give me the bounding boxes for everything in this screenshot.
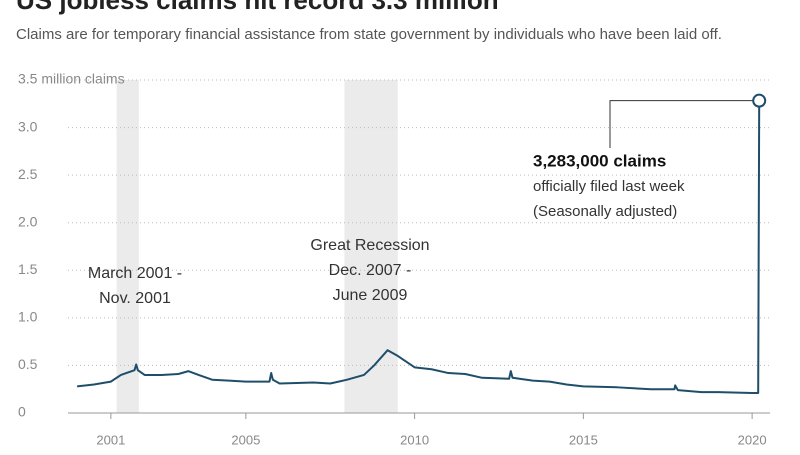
recession-band — [344, 80, 398, 413]
y-tick-label: 3.0 — [18, 118, 38, 134]
recession-label: Great Recession — [310, 237, 429, 254]
y-tick-label: 2.0 — [18, 213, 38, 229]
y-tick-label: 0.5 — [18, 356, 38, 372]
x-tick-label: 2015 — [569, 432, 598, 447]
recession-label: June 2009 — [333, 287, 408, 304]
recession-label: Dec. 2007 - — [329, 262, 412, 279]
annotation-connector — [609, 100, 754, 148]
x-tick-label: 2001 — [96, 432, 125, 447]
recession-label: Nov. 2001 — [99, 290, 171, 307]
annotation-text: officially filed last week — [533, 178, 685, 195]
x-tick-label: 2020 — [738, 432, 767, 447]
x-tick-label: 2010 — [400, 432, 429, 447]
annotation-text: (Seasonally adjusted) — [533, 203, 677, 220]
annotation-headline: 3,283,000 claims — [533, 151, 666, 170]
y-tick-label: 0 — [18, 404, 26, 420]
latest-point — [752, 93, 767, 108]
y-tick-label: 3.5 million claims — [18, 71, 125, 87]
x-tick-label: 2005 — [231, 432, 260, 447]
chart-title: US jobless claims hit record 3.3 million — [16, 0, 499, 15]
y-tick-label: 2.5 — [18, 166, 38, 182]
chart-subtitle: Claims are for temporary financial assis… — [16, 26, 722, 43]
y-tick-label: 1.5 — [18, 261, 38, 277]
recession-band — [116, 80, 139, 413]
y-tick-label: 1.0 — [18, 309, 38, 325]
data-line — [77, 100, 761, 395]
recession-label: March 2001 - — [88, 265, 182, 282]
